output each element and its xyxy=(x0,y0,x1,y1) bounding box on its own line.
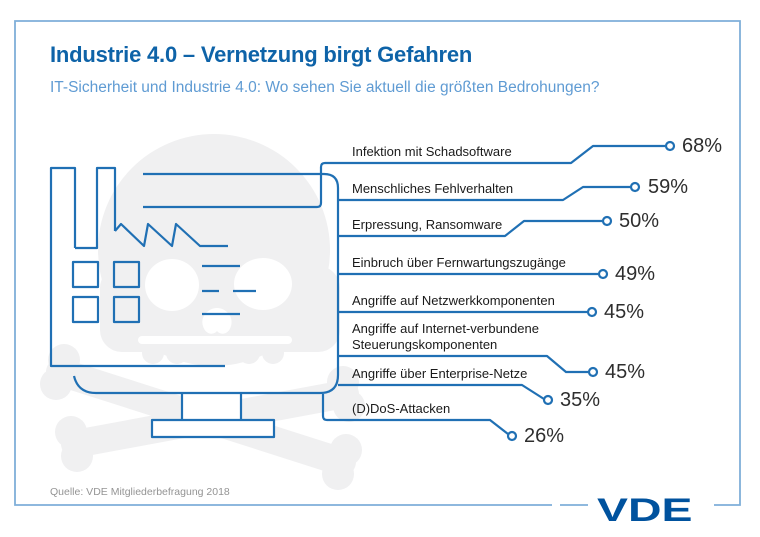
threat-label-2: Menschliches Fehlverhalten xyxy=(352,181,514,196)
threat-label-4: Einbruch über Fernwartungszugänge xyxy=(352,255,566,270)
factory-monitor-icon xyxy=(49,166,340,439)
threat-value-2: 59% xyxy=(648,176,689,198)
threat-value-4: 49% xyxy=(615,263,656,285)
vde-logo: VDE xyxy=(597,492,693,528)
threat-value-5: 45% xyxy=(604,301,645,323)
skull-face-cutouts xyxy=(138,258,292,344)
threat-value-8: 26% xyxy=(524,425,565,447)
threat-value-6: 45% xyxy=(605,361,646,383)
threat-label-1: Infektion mit Schadsoftware xyxy=(352,144,512,159)
threat-value-7: 35% xyxy=(560,389,601,411)
monitor-stand-fill xyxy=(182,394,241,420)
threat-value-3: 50% xyxy=(619,210,660,232)
threat-label-6: Angriffe auf Internet-verbundene Steueru… xyxy=(352,321,539,352)
page-subtitle: IT-Sicherheit und Industrie 4.0: Wo sehe… xyxy=(50,79,600,96)
connector-lines xyxy=(143,144,665,435)
data-point-markers xyxy=(506,140,676,442)
frame-border xyxy=(14,20,741,506)
threat-label-7: Angriffe über Enterprise-Netze xyxy=(352,366,528,381)
threat-label-8: (D)DoS-Attacken xyxy=(352,401,451,416)
page-title: Industrie 4.0 – Vernetzung birgt Gefahre… xyxy=(50,42,473,67)
source-note: Quelle: VDE Mitgliederbefragung 2018 xyxy=(50,486,230,498)
threat-label-5: Angriffe auf Netzwerkkomponenten xyxy=(352,293,555,308)
threat-value-1: 68% xyxy=(682,135,723,157)
threat-label-3: Erpressung, Ransomware xyxy=(352,217,503,232)
